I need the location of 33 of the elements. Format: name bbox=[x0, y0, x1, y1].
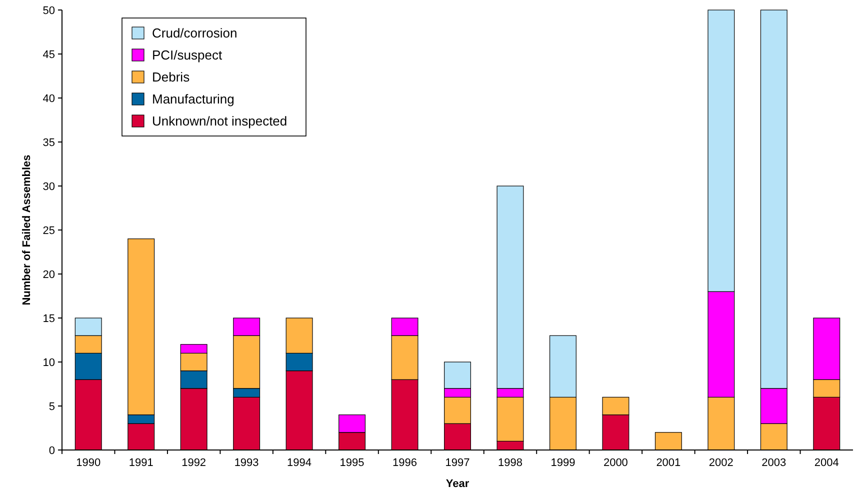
y-tick-label: 45 bbox=[42, 48, 55, 61]
y-tick-label: 10 bbox=[42, 356, 55, 369]
legend-label: PCI/suspect bbox=[152, 48, 222, 63]
y-tick-label: 40 bbox=[42, 92, 55, 105]
legend-label: Crud/corrosion bbox=[152, 26, 238, 41]
x-tick-label: 1991 bbox=[128, 457, 154, 469]
y-tick-label: 35 bbox=[42, 136, 55, 149]
y-tick-label: 25 bbox=[42, 224, 55, 237]
y-tick-label: 30 bbox=[42, 180, 55, 193]
legend-label: Unknown/not inspected bbox=[152, 114, 288, 129]
x-tick-label: 1993 bbox=[234, 457, 259, 469]
y-tick-label: 0 bbox=[48, 444, 55, 457]
legend-label: Manufacturing bbox=[152, 92, 234, 107]
x-tick-label: 1990 bbox=[76, 457, 101, 469]
y-tick-label: 5 bbox=[48, 400, 55, 413]
x-tick-label: 1997 bbox=[445, 457, 470, 469]
x-tick-label: 1999 bbox=[550, 457, 576, 469]
x-tick-label: 2002 bbox=[708, 457, 734, 469]
x-tick-label: 1995 bbox=[340, 457, 364, 469]
x-axis-title: Year bbox=[446, 478, 470, 490]
x-tick-label: 2000 bbox=[603, 457, 628, 469]
x-tick-label: 1996 bbox=[392, 457, 418, 469]
y-tick-label: 20 bbox=[42, 268, 55, 281]
y-tick-label: 15 bbox=[42, 312, 55, 325]
x-tick-label: 1992 bbox=[182, 457, 206, 469]
x-tick-label: 2004 bbox=[814, 457, 839, 469]
legend-label: Debris bbox=[152, 70, 190, 85]
x-tick-label: 2003 bbox=[762, 457, 786, 469]
x-tick-label: 1998 bbox=[498, 457, 522, 469]
x-tick-label: 2001 bbox=[656, 457, 681, 469]
y-axis-title: Number of Failed Assembles bbox=[21, 154, 33, 306]
x-tick-label: 1994 bbox=[287, 457, 312, 469]
y-tick-label: 50 bbox=[42, 4, 55, 17]
